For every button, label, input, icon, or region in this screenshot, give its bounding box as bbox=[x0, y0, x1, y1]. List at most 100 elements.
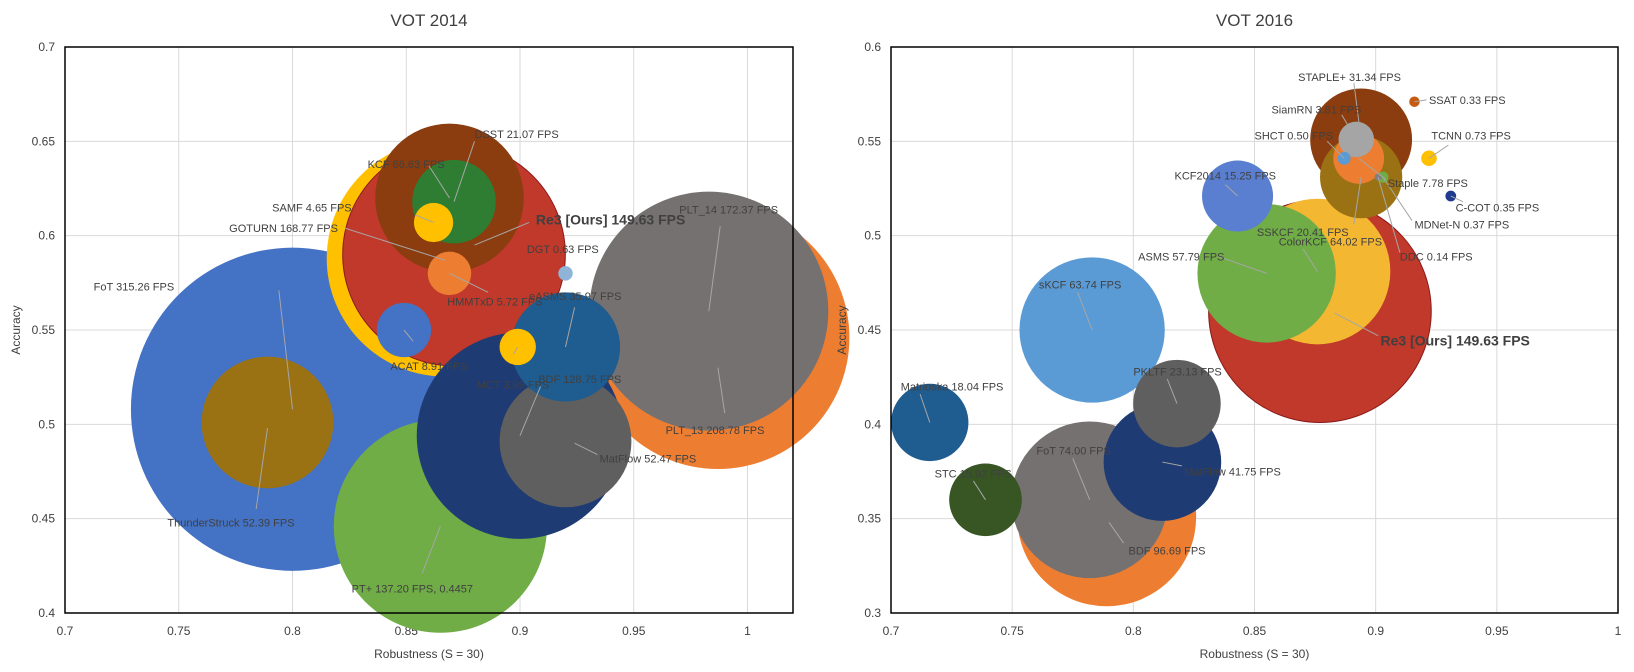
x-tick-label: 0.8 bbox=[1125, 624, 1142, 638]
y-tick-label: 0.6 bbox=[864, 40, 881, 54]
leader-line bbox=[919, 393, 931, 423]
data-label: PLT_13 208.78 FPS bbox=[666, 425, 765, 437]
x-axis-label: Robustness (S = 30) bbox=[1200, 647, 1310, 661]
data-label: ACAT 8.91 FPS bbox=[390, 361, 467, 373]
data-label: STC 15.92 FPS bbox=[935, 468, 1012, 480]
plot-area-border bbox=[64, 46, 794, 614]
leader-line bbox=[1077, 292, 1093, 331]
bubble bbox=[413, 202, 454, 243]
bubble bbox=[201, 356, 334, 489]
leader-line bbox=[1353, 82, 1362, 140]
leader-line bbox=[1414, 99, 1427, 103]
y-tick-label: 0.45 bbox=[858, 323, 882, 337]
y-axis-label: Accuracy bbox=[9, 305, 23, 354]
x-tick-label: 0.95 bbox=[622, 624, 646, 638]
data-label: ThunderStruck 52.39 FPS bbox=[167, 517, 294, 529]
y-tick-label: 0.55 bbox=[858, 134, 882, 148]
data-label: SSAT 0.33 FPS bbox=[1429, 95, 1506, 107]
data-label: ASMS 57.79 FPS bbox=[1138, 251, 1224, 263]
leader-line bbox=[1166, 378, 1178, 404]
y-tick-label: 0.5 bbox=[38, 417, 55, 431]
data-label: SHCT 0.50 FPS bbox=[1255, 131, 1334, 143]
y-tick-label: 0.5 bbox=[864, 229, 881, 243]
leader-line bbox=[1450, 195, 1464, 203]
data-label: MatFlow 52.47 FPS bbox=[600, 453, 697, 465]
data-label: KCF2014 15.25 FPS bbox=[1175, 170, 1277, 182]
x-axis-label: Robustness (S = 30) bbox=[374, 647, 484, 661]
y-tick-label: 0.3 bbox=[864, 606, 881, 620]
y-tick-label: 0.7 bbox=[38, 40, 55, 54]
leader-line bbox=[344, 227, 446, 261]
leader-line bbox=[512, 346, 519, 355]
data-label: PLT_14 172.37 FPS bbox=[679, 204, 778, 216]
leader-line bbox=[574, 442, 598, 455]
data-label: PT+ 137.20 FPS, 0.4457 bbox=[352, 583, 473, 595]
data-label: MDNet-N 0.37 FPS bbox=[1414, 219, 1509, 231]
data-label: STAPLE+ 31.34 FPS bbox=[1298, 72, 1401, 84]
leader-line bbox=[565, 307, 576, 348]
bubble bbox=[499, 328, 536, 366]
x-tick-label: 0.75 bbox=[1000, 624, 1024, 638]
leader-line bbox=[1428, 144, 1449, 159]
data-label: TCNN 0.73 FPS bbox=[1431, 131, 1510, 143]
y-tick-label: 0.35 bbox=[858, 512, 882, 526]
data-label: FoT 315.26 FPS bbox=[94, 282, 175, 294]
data-label: sKCF 63.74 FPS bbox=[1039, 280, 1122, 292]
leader-line bbox=[449, 272, 489, 293]
data-label: BDF 128.75 FPS bbox=[538, 374, 621, 386]
chart-title: VOT 2014 bbox=[390, 11, 467, 30]
x-tick-label: 0.9 bbox=[512, 624, 529, 638]
data-label: Re3 [Ours] 149.63 FPS bbox=[1381, 332, 1530, 348]
y-tick-label: 0.6 bbox=[38, 229, 55, 243]
data-label: DDC 0.14 FPS bbox=[1400, 251, 1473, 263]
leader-line bbox=[519, 386, 541, 436]
leader-line bbox=[1382, 176, 1413, 221]
leader-line bbox=[708, 226, 721, 312]
leader-line bbox=[278, 290, 293, 410]
x-tick-label: 0.9 bbox=[1367, 624, 1384, 638]
data-label: PKLTF 23.13 FPS bbox=[1133, 367, 1221, 379]
leader-line bbox=[1326, 140, 1345, 159]
data-label: BDF 96.69 FPS bbox=[1128, 546, 1205, 558]
leader-line bbox=[474, 221, 530, 246]
leader-line bbox=[1358, 157, 1386, 180]
data-label: C-COT 0.35 FPS bbox=[1456, 202, 1540, 214]
data-label: ColorKCF 64.02 FPS bbox=[1279, 236, 1382, 248]
leader-line bbox=[1377, 177, 1401, 253]
chart-1: 0.7 0.75 0.8 0.85 0.9 0.95 10.40.450.50.550.60… bbox=[9, 11, 850, 661]
y-tick-label: 0.65 bbox=[32, 134, 56, 148]
leader-line bbox=[1217, 255, 1267, 274]
data-label: DGT 0.63 FPS bbox=[527, 244, 599, 256]
leader-line bbox=[1334, 312, 1379, 337]
x-tick-label: 1 bbox=[1615, 624, 1622, 638]
leader-line bbox=[255, 428, 268, 510]
leader-line bbox=[972, 480, 986, 501]
leader-line bbox=[421, 526, 441, 574]
data-label: GOTURN 168.77 FPS bbox=[229, 223, 338, 235]
leader-line bbox=[428, 165, 450, 199]
x-tick-label: 0.95 bbox=[1485, 624, 1509, 638]
chart-2: 0.7 0.75 0.8 0.85 0.9 0.95 1 0.3 0.35 0.4 0.45 0.5 0… bbox=[835, 11, 1622, 661]
x-tick-label: 0.75 bbox=[167, 624, 191, 638]
x-tick-label: 0.7 bbox=[57, 624, 74, 638]
x-tick-label: 0.85 bbox=[1243, 624, 1267, 638]
data-label: Staple 7.78 FPS bbox=[1388, 178, 1468, 190]
data-label: Matrioska 18.04 FPS bbox=[901, 382, 1004, 394]
leader-line bbox=[415, 214, 434, 223]
leader-line bbox=[1341, 114, 1357, 140]
bubble bbox=[558, 266, 573, 281]
leader-line bbox=[1225, 184, 1238, 197]
data-label: DSST 21.07 FPS bbox=[475, 129, 559, 141]
plot-area-border bbox=[890, 46, 1619, 614]
data-label: MCT 3.99 FPS bbox=[477, 380, 550, 392]
y-axis-label: Accuracy bbox=[835, 305, 849, 354]
x-tick-label: 0.7 bbox=[883, 624, 900, 638]
leader-line bbox=[1072, 458, 1091, 500]
chart-title: VOT 2016 bbox=[1216, 11, 1293, 30]
y-tick-label: 0.4 bbox=[864, 417, 881, 431]
leader-line bbox=[453, 141, 475, 202]
data-label: SSKCF 20.41 FPS bbox=[1257, 227, 1349, 239]
data-label: FoT 74.00 FPS bbox=[1036, 446, 1110, 458]
y-tick-label: 0.55 bbox=[32, 323, 56, 337]
